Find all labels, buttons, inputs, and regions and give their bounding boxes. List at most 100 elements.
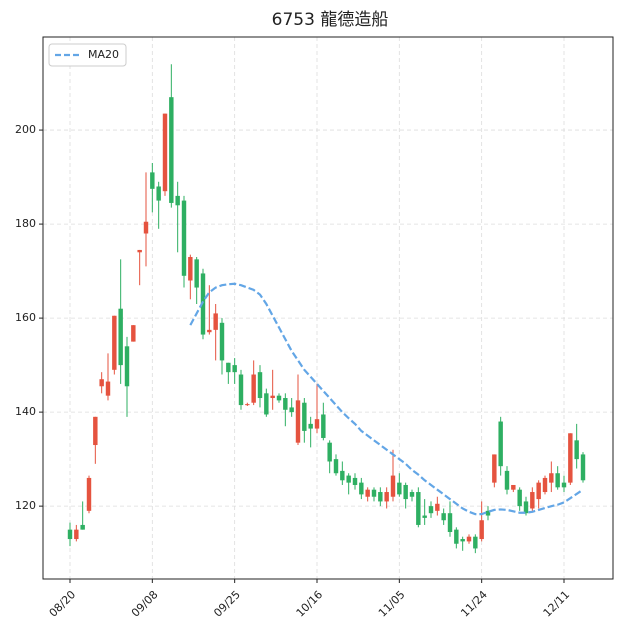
candle-body	[112, 315, 117, 370]
candle-body	[238, 374, 244, 406]
candle-body	[485, 510, 491, 516]
candle-body	[504, 470, 510, 490]
candle-body	[378, 492, 383, 502]
candle-body	[403, 484, 408, 500]
candle-body	[454, 529, 459, 544]
candle-body	[340, 470, 345, 481]
x-tick-label: 10/16	[294, 588, 326, 620]
candle-body	[131, 325, 136, 342]
candle-body	[492, 454, 497, 483]
candle-body	[479, 520, 484, 540]
x-tick-label: 08/20	[47, 588, 79, 620]
candle-body	[428, 506, 434, 514]
y-tick-label: 180	[15, 217, 36, 230]
y-tick-label: 200	[15, 123, 36, 136]
candle-body	[327, 442, 332, 462]
candle-body	[422, 515, 427, 518]
candle-body	[302, 402, 307, 431]
marks-layer	[67, 64, 586, 554]
candle-body	[86, 477, 92, 511]
candle-body	[416, 492, 421, 525]
candle-body	[175, 195, 180, 206]
candle-body	[207, 329, 212, 333]
candle-body	[561, 482, 567, 488]
candle-body	[498, 421, 503, 467]
x-tick-label: 09/08	[129, 588, 161, 620]
candle-body	[124, 346, 130, 387]
candle-body	[118, 308, 123, 366]
candle-body	[181, 200, 187, 276]
legend-box	[48, 43, 127, 67]
candle-body	[555, 473, 560, 488]
candle-body	[409, 492, 415, 497]
candle-body	[314, 419, 320, 429]
candle-body	[67, 529, 73, 540]
candle-body	[93, 416, 98, 446]
candle-body	[219, 322, 225, 361]
candle-body	[156, 186, 161, 201]
y-tick-label: 120	[15, 499, 36, 512]
candle-body	[542, 477, 548, 493]
chart-title: 6753 龍德造船	[272, 10, 389, 30]
candle-body	[257, 372, 263, 399]
x-tick-label: 11/24	[458, 588, 490, 620]
candle-body	[188, 256, 193, 281]
candle-body	[137, 249, 142, 253]
candle-body	[80, 524, 85, 530]
candle-body	[574, 440, 579, 460]
y-tick-label: 140	[15, 405, 36, 418]
plot-frame	[42, 36, 614, 580]
ma-line	[189, 282, 584, 516]
candle-body	[289, 407, 294, 413]
candle-body	[295, 400, 301, 443]
candle-body	[321, 414, 326, 438]
candle-body	[580, 454, 586, 481]
candle-body	[200, 273, 206, 335]
candle-body	[143, 221, 149, 234]
candle-body	[105, 381, 111, 396]
candle-body	[397, 482, 402, 495]
candle-body	[536, 482, 541, 500]
candle-body	[270, 395, 275, 399]
candle-body	[352, 477, 358, 485]
candle-body	[74, 529, 79, 540]
candle-body	[333, 459, 339, 474]
candle-body	[213, 313, 218, 330]
candle-body	[549, 473, 554, 483]
candle-body	[226, 362, 231, 373]
candle-body	[232, 365, 237, 373]
candle-body	[150, 172, 155, 189]
candle-body	[276, 395, 282, 401]
x-tick-label: 09/25	[211, 588, 243, 620]
candle-body	[447, 513, 453, 532]
candle-body	[384, 492, 389, 502]
candle-body	[390, 475, 396, 497]
candle-body	[99, 379, 104, 387]
candle-body	[308, 423, 313, 429]
candle-body	[169, 97, 174, 203]
candle-body	[530, 492, 535, 509]
candle-body	[466, 536, 472, 542]
candle-body	[473, 536, 478, 549]
candle-body	[517, 489, 522, 507]
candle-body	[511, 484, 516, 490]
candle-body	[264, 393, 269, 415]
candle-body	[194, 259, 199, 288]
candle-body	[441, 513, 446, 521]
candle-body	[346, 475, 351, 483]
legend: MA20	[48, 43, 127, 67]
candle-body	[435, 503, 440, 511]
candle-body	[245, 404, 250, 406]
grid-layer	[43, 37, 613, 579]
candle-body	[523, 501, 529, 514]
candle-body	[460, 539, 465, 542]
legend-label: MA20	[88, 48, 119, 61]
candle-body	[359, 482, 364, 495]
x-tick-label: 11/05	[376, 588, 408, 620]
candle-body	[251, 374, 256, 403]
candle-body	[283, 398, 288, 410]
candle-body	[162, 113, 168, 192]
candle-body	[365, 489, 370, 497]
y-tick-label: 160	[15, 311, 36, 324]
